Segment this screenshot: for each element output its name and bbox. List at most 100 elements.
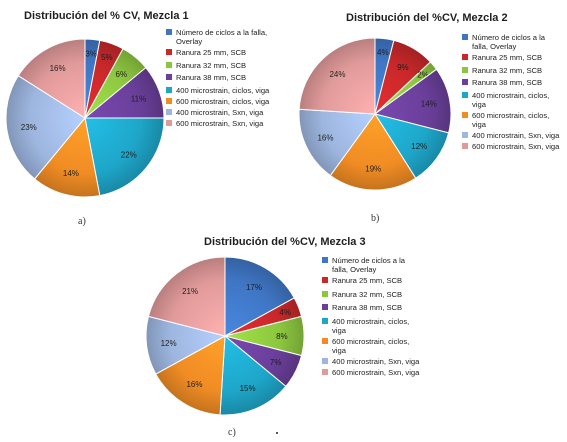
slice-label-4: 14%: [421, 100, 437, 109]
legend-label: Ranura 25 mm, SCB: [176, 48, 247, 57]
chart-title-mezcla-1: Distribución del % CV, Mezcla 1: [24, 10, 189, 22]
legend-swatch: [166, 61, 172, 68]
panel-label-c: c): [228, 427, 236, 438]
legend-item-6: 600 microstrain, ciclos, viga: [166, 97, 270, 106]
legend-item-5: 400 microstrain, ciclos, viga: [166, 86, 270, 95]
legend-swatch: [166, 97, 172, 104]
legend-item-1: Número de ciclos a la falla, Overlay: [322, 256, 422, 274]
legend-item-4: Ranura 38 mm, SCB: [166, 73, 270, 82]
legend-label: 400 microstrain, ciclos, viga: [176, 85, 270, 95]
legend-label: Ranura 38 mm, SCB: [332, 303, 403, 312]
legend-item-7: 400 microstrain, Sxn, viga: [322, 357, 422, 366]
legend-label: 600 microstrain, ciclos, viga: [472, 110, 550, 129]
legend-label: Número de ciclos a la falla, Overlay: [332, 256, 406, 274]
legend-item-7: 400 microstrain, Sxn, viga: [166, 108, 270, 117]
slice-label-2: 9%: [397, 63, 409, 72]
legend-label: 600 microstrain, Sxn, viga: [332, 367, 420, 377]
legend-swatch: [322, 257, 328, 263]
pie-slice-8: [17, 38, 86, 119]
legend-swatch: [322, 337, 328, 344]
legend-item-2: Ranura 25 mm, SCB: [322, 276, 422, 285]
legend-swatch: [322, 357, 328, 364]
legend-label: Ranura 25 mm, SCB: [472, 53, 543, 62]
legend-label: 600 microstrain, ciclos, viga: [176, 96, 270, 106]
legend-label: Ranura 25 mm, SCB: [332, 276, 403, 285]
slice-label-1: 3%: [85, 50, 97, 59]
legend-swatch: [322, 317, 328, 324]
legend-swatch: [166, 86, 172, 93]
pie-slice-6: [329, 113, 417, 191]
legend-label: Ranura 38 mm, SCB: [472, 78, 543, 87]
pie-slice-4: [373, 68, 452, 134]
pie-slice-7: [298, 108, 376, 177]
legend-item-2: Ranura 25 mm, SCB: [462, 53, 562, 62]
legend-item-8: 600 microstrain, Sxn, viga: [462, 142, 562, 151]
slice-label-6: 19%: [365, 165, 381, 174]
legend-swatch: [462, 54, 468, 60]
legend-mezcla-2: Número de ciclos a la falla, Overlay Ranu…: [462, 33, 562, 154]
legend-swatch: [166, 49, 172, 55]
slice-label-6: 16%: [186, 380, 202, 389]
legend-mezcla-3: Número de ciclos a la falla, Overlay Ranu…: [322, 256, 422, 381]
panel-label-b: b): [371, 213, 380, 224]
legend-swatch: [462, 142, 468, 149]
legend-label: 600 microstrain, ciclos, viga: [332, 336, 410, 355]
pie-slice-5: [219, 334, 287, 416]
pie-chart-mezcla-2: 4% 9% 2% 14% 12% 19% 16% 24%: [298, 37, 452, 191]
legend-label: Ranura 32 mm, SCB: [332, 289, 403, 299]
pie-slice-5: [84, 117, 165, 197]
slice-label-7: 23%: [21, 123, 37, 132]
slice-label-6: 14%: [63, 169, 79, 178]
slice-label-7: 12%: [161, 339, 177, 348]
legend-swatch: [166, 74, 172, 80]
legend-swatch: [462, 91, 468, 98]
legend-label: Ranura 32 mm, SCB: [472, 65, 543, 75]
slice-label-8: 21%: [182, 287, 198, 296]
legend-item-6: 600 microstrain, ciclos, viga: [462, 111, 562, 129]
legend-label: 400 microstrain, Sxn, viga: [176, 107, 264, 117]
legend-label: 400 microstrain, ciclos, viga: [472, 90, 550, 109]
legend-swatch: [462, 34, 468, 40]
legend-item-4: Ranura 38 mm, SCB: [322, 303, 422, 312]
legend-item-2: Ranura 25 mm, SCB: [166, 48, 270, 57]
legend-swatch: [462, 66, 468, 73]
legend-label: 400 microstrain, Sxn, viga: [472, 130, 560, 140]
legend-label: 600 microstrain, Sxn, viga: [472, 141, 560, 151]
legend-swatch: [166, 29, 172, 35]
slice-label-2: 5%: [101, 53, 113, 62]
legend-item-1: Número de ciclos a la falla, Overlay: [166, 28, 270, 46]
pie-slice-7: [145, 315, 227, 375]
chart-title-mezcla-2: Distribución del %CV, Mezcla 2: [346, 12, 508, 24]
legend-label: Ranura 32 mm, SCB: [176, 60, 247, 70]
stray-dot: [276, 432, 278, 434]
legend-swatch: [322, 290, 328, 297]
slice-label-3: 6%: [116, 70, 128, 79]
panel-label-a: a): [78, 216, 86, 227]
legend-item-8: 600 microstrain, Sxn, viga: [322, 368, 422, 377]
legend-item-8: 600 microstrain, Sxn, viga: [166, 119, 270, 128]
pie-slice-1: [224, 256, 295, 337]
slice-label-5: 15%: [240, 384, 256, 393]
chart-title-mezcla-3: Distribución del %CV, Mezcla 3: [204, 236, 366, 248]
pie-chart-mezcla-3: 17% 4% 8% 7% 15% 16% 12% 21%: [145, 256, 305, 416]
pie-slice-7: [5, 74, 86, 180]
legend-item-6: 600 microstrain, ciclos, viga: [322, 337, 422, 355]
legend-item-1: Número de ciclos a la falla, Overlay: [462, 33, 562, 51]
legend-label: Ranura 38 mm, SCB: [176, 73, 247, 82]
legend-item-5: 400 microstrain, ciclos, viga: [462, 91, 562, 109]
legend-swatch: [322, 304, 328, 310]
legend-item-7: 400 microstrain, Sxn, viga: [462, 131, 562, 140]
legend-item-3: Ranura 32 mm, SCB: [322, 290, 422, 299]
slice-label-3: 8%: [276, 332, 288, 341]
slice-label-1: 17%: [246, 283, 262, 292]
pie-chart-mezcla-1: 3% 5%6% 11% 22% 14% 23% 16%: [5, 38, 165, 198]
slice-label-4: 11%: [131, 95, 146, 104]
slice-label-5: 22%: [121, 150, 137, 159]
slice-label-8: 16%: [50, 64, 66, 73]
pie-slice-6: [155, 335, 226, 416]
legend-swatch: [322, 368, 328, 375]
legend-swatch: [462, 111, 468, 118]
slice-label-7: 16%: [317, 133, 333, 142]
legend-swatch: [462, 79, 468, 85]
legend-mezcla-1: Número de ciclos a la falla, Overlay Ranu…: [166, 28, 270, 131]
